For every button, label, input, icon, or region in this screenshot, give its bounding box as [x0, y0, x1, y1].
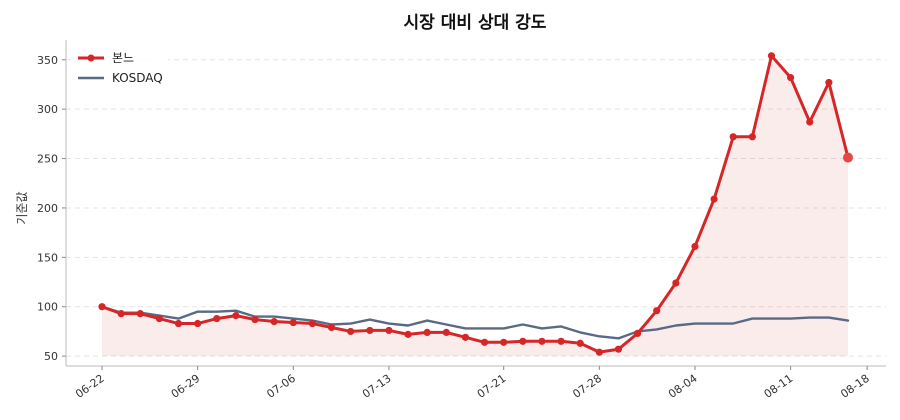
point-series-1	[289, 318, 297, 327]
series-markers	[98, 52, 853, 356]
point-series-1	[423, 328, 431, 337]
x-tick-label: 07-21	[475, 372, 509, 401]
legend-marker-series-1	[87, 54, 95, 62]
point-series-1	[404, 330, 412, 338]
x-tick-label: 06-22	[73, 372, 107, 401]
point-series-1	[787, 73, 795, 82]
y-tick-label: 350	[37, 54, 58, 67]
point-series-1	[519, 337, 527, 345]
legend-background	[72, 46, 168, 88]
y-axis-label: 기준값	[15, 191, 29, 224]
point-series-1	[270, 317, 278, 326]
point-series-1	[748, 133, 756, 141]
x-tick-label: 08-11	[762, 372, 796, 401]
point-series-1	[308, 319, 317, 328]
y-tick-label: 300	[37, 103, 58, 116]
point-series-1	[442, 328, 450, 337]
legend-label-series-1: 본느	[112, 51, 134, 65]
point-series-1	[767, 52, 776, 60]
point-series-1	[461, 333, 470, 341]
legend: 본느 KOSDAQ	[72, 46, 168, 88]
y-tick-label: 250	[37, 153, 58, 166]
point-series-1	[480, 338, 489, 346]
x-tick-label: 07-28	[570, 372, 604, 401]
point-series-1	[843, 152, 853, 163]
point-series-1	[155, 314, 163, 323]
legend-label-series-2: KOSDAQ	[112, 71, 163, 85]
chart-title: 시장 대비 상대 강도	[404, 13, 547, 33]
line-series-1	[100, 54, 850, 354]
point-series-1	[557, 337, 565, 345]
point-series-1	[595, 348, 603, 356]
point-series-1	[136, 310, 144, 318]
series-lines	[100, 54, 850, 354]
y-tick-label: 200	[37, 202, 58, 215]
point-series-1	[117, 310, 125, 318]
point-series-1	[729, 133, 737, 141]
y-tick-label: 50	[44, 350, 58, 363]
point-series-1	[538, 337, 546, 345]
x-tick-label: 07-06	[264, 372, 298, 401]
point-series-1	[614, 345, 623, 353]
point-series-1	[653, 307, 661, 315]
y-tick-label: 150	[37, 251, 58, 264]
x-tick-label: 08-04	[666, 372, 700, 401]
point-series-1	[194, 319, 202, 328]
point-series-1	[251, 315, 259, 324]
point-series-1	[806, 118, 814, 126]
point-series-1	[385, 326, 393, 335]
line-series-2	[100, 305, 850, 340]
point-series-1	[576, 339, 584, 347]
point-series-1	[213, 314, 221, 323]
point-series-1	[500, 338, 508, 346]
point-series-1	[327, 323, 336, 332]
point-series-1	[232, 312, 240, 320]
point-series-1	[366, 326, 374, 335]
point-series-1	[633, 329, 642, 337]
x-tick-label: 08-18	[838, 372, 872, 401]
point-series-1	[672, 279, 680, 287]
gridlines	[66, 59, 886, 357]
x-tick-label: 06-29	[169, 372, 203, 401]
x-tick-label: 07-13	[360, 372, 394, 401]
point-series-1	[98, 303, 106, 311]
point-series-1	[825, 78, 833, 87]
point-series-1	[347, 327, 355, 336]
point-series-1	[710, 195, 718, 203]
point-series-1	[691, 242, 699, 251]
y-tick-label: 100	[37, 301, 58, 314]
point-series-1	[174, 319, 183, 328]
